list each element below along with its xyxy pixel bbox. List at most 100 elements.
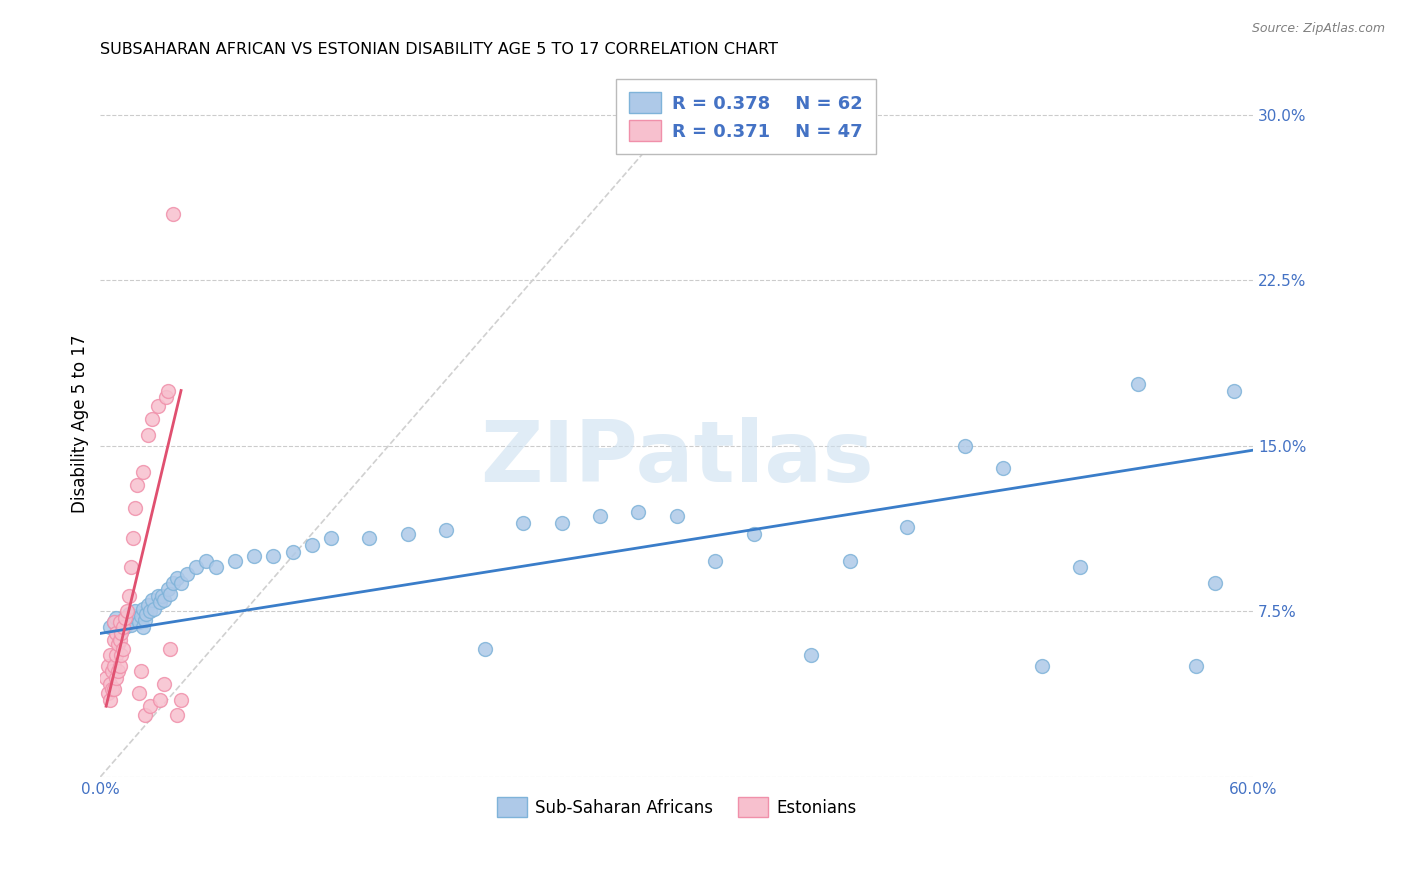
Text: ZIPatlas: ZIPatlas xyxy=(479,417,873,500)
Point xyxy=(108,626,131,640)
Point xyxy=(474,641,496,656)
Point xyxy=(122,532,145,546)
Point xyxy=(101,664,124,678)
Point xyxy=(896,520,918,534)
Point xyxy=(993,460,1015,475)
Point xyxy=(139,604,162,618)
Point xyxy=(101,681,124,696)
Point xyxy=(166,571,188,585)
Point xyxy=(146,399,169,413)
Point xyxy=(118,607,141,621)
Y-axis label: Disability Age 5 to 17: Disability Age 5 to 17 xyxy=(72,334,89,513)
Point xyxy=(117,604,139,618)
Point xyxy=(138,598,160,612)
Point xyxy=(112,613,135,627)
Point xyxy=(98,692,121,706)
Point xyxy=(104,626,127,640)
Point xyxy=(107,664,129,678)
Point xyxy=(224,553,246,567)
Point xyxy=(149,692,172,706)
Point xyxy=(110,648,132,663)
Point xyxy=(104,671,127,685)
Point xyxy=(108,659,131,673)
Point xyxy=(134,708,156,723)
Point xyxy=(128,686,150,700)
Point xyxy=(114,611,136,625)
Point xyxy=(162,575,184,590)
Point xyxy=(143,602,166,616)
Point xyxy=(243,549,266,563)
Point xyxy=(103,615,125,630)
Point xyxy=(98,648,121,663)
Point xyxy=(800,648,823,663)
Point xyxy=(1184,659,1206,673)
Point xyxy=(186,560,208,574)
Text: Source: ZipAtlas.com: Source: ZipAtlas.com xyxy=(1251,22,1385,36)
Point xyxy=(97,686,120,700)
Point xyxy=(98,677,121,691)
Point xyxy=(112,641,135,656)
Point xyxy=(131,620,153,634)
Point xyxy=(1031,659,1053,673)
Point xyxy=(301,538,323,552)
Point xyxy=(627,505,650,519)
Point xyxy=(155,390,177,404)
Point xyxy=(204,560,226,574)
Point xyxy=(118,589,141,603)
Point xyxy=(138,427,160,442)
Point xyxy=(1126,376,1149,391)
Point xyxy=(125,611,148,625)
Point xyxy=(550,516,572,530)
Point xyxy=(156,384,179,398)
Point xyxy=(742,527,765,541)
Point xyxy=(94,671,117,685)
Point xyxy=(131,465,153,479)
Point xyxy=(135,607,157,621)
Point xyxy=(108,632,131,647)
Point xyxy=(104,648,127,663)
Point xyxy=(124,604,146,618)
Point xyxy=(110,626,132,640)
Point xyxy=(141,412,163,426)
Point xyxy=(103,615,125,630)
Point xyxy=(589,509,612,524)
Point xyxy=(281,544,304,558)
Point xyxy=(107,637,129,651)
Point xyxy=(319,532,342,546)
Point xyxy=(170,575,193,590)
Point xyxy=(104,611,127,625)
Text: SUBSAHARAN AFRICAN VS ESTONIAN DISABILITY AGE 5 TO 17 CORRELATION CHART: SUBSAHARAN AFRICAN VS ESTONIAN DISABILIT… xyxy=(100,42,779,57)
Point xyxy=(98,620,121,634)
Point xyxy=(124,500,146,515)
Point xyxy=(262,549,284,563)
Point xyxy=(152,677,174,691)
Legend: Sub-Saharan Africans, Estonians: Sub-Saharan Africans, Estonians xyxy=(488,789,865,825)
Point xyxy=(103,681,125,696)
Point xyxy=(149,595,172,609)
Point xyxy=(704,553,727,567)
Point xyxy=(134,613,156,627)
Point xyxy=(114,620,136,634)
Point xyxy=(112,620,135,634)
Point xyxy=(665,509,688,524)
Point xyxy=(129,664,152,678)
Point xyxy=(159,587,181,601)
Point xyxy=(141,593,163,607)
Point xyxy=(434,523,457,537)
Point xyxy=(129,608,152,623)
Point xyxy=(150,589,173,603)
Point xyxy=(108,615,131,630)
Point xyxy=(162,207,184,221)
Point xyxy=(139,699,162,714)
Point xyxy=(125,478,148,492)
Point xyxy=(103,632,125,647)
Point xyxy=(953,439,976,453)
Point xyxy=(512,516,534,530)
Point xyxy=(838,553,860,567)
Point xyxy=(146,589,169,603)
Point xyxy=(128,615,150,630)
Point xyxy=(120,617,142,632)
Point xyxy=(1069,560,1091,574)
Point xyxy=(170,692,193,706)
Point xyxy=(103,659,125,673)
